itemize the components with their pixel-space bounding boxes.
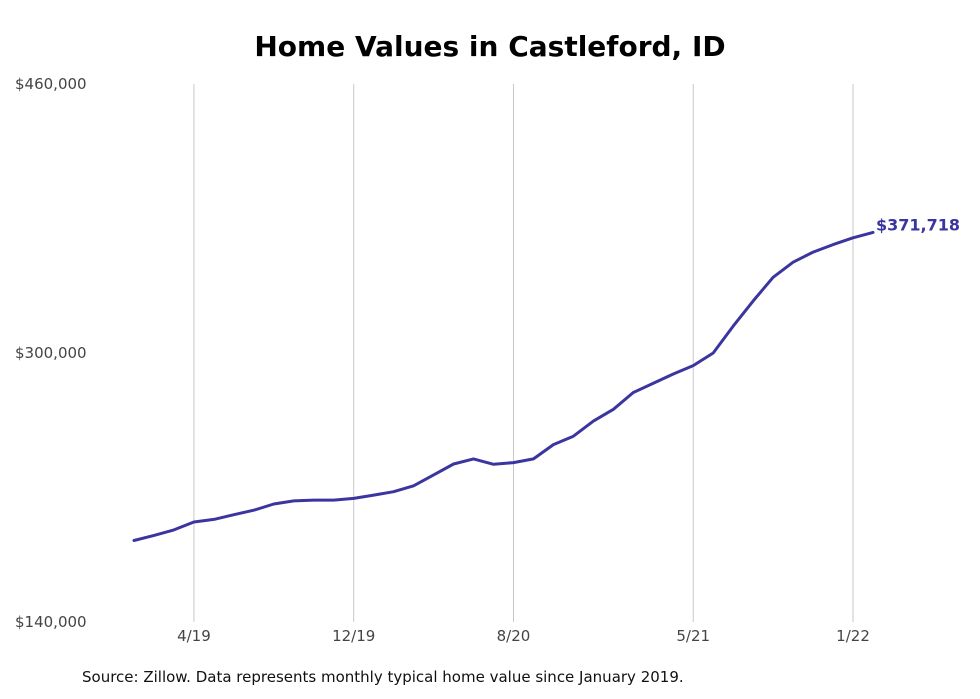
- y-tick-label: $300,000: [15, 344, 87, 362]
- gridlines: [193, 84, 854, 622]
- x-tick-label: 8/20: [497, 627, 531, 645]
- chart-title: Home Values in Castleford, ID: [254, 30, 726, 63]
- end-value-label: $371,718: [876, 215, 960, 234]
- line-chart: $140,000 $300,000 $460,000 4/19 12/19 8/20 5/…: [15, 75, 960, 645]
- series-layer: [132, 230, 875, 542]
- y-tick-label: $140,000: [15, 613, 87, 631]
- x-tick-label: 4/19: [177, 627, 211, 645]
- y-tick-label: $460,000: [15, 75, 87, 93]
- x-axis-ticks: 4/19 12/19 8/20 5/21 1/22: [177, 627, 870, 645]
- series-line: [132, 230, 875, 542]
- x-tick-label: 5/21: [676, 627, 710, 645]
- y-axis-ticks: $140,000 $300,000 $460,000: [15, 75, 87, 631]
- end-label-layer: $371,718: [876, 215, 960, 234]
- x-tick-label: 12/19: [332, 627, 375, 645]
- source-note: Source: Zillow. Data represents monthly …: [82, 668, 684, 686]
- x-tick-label: 1/22: [836, 627, 870, 645]
